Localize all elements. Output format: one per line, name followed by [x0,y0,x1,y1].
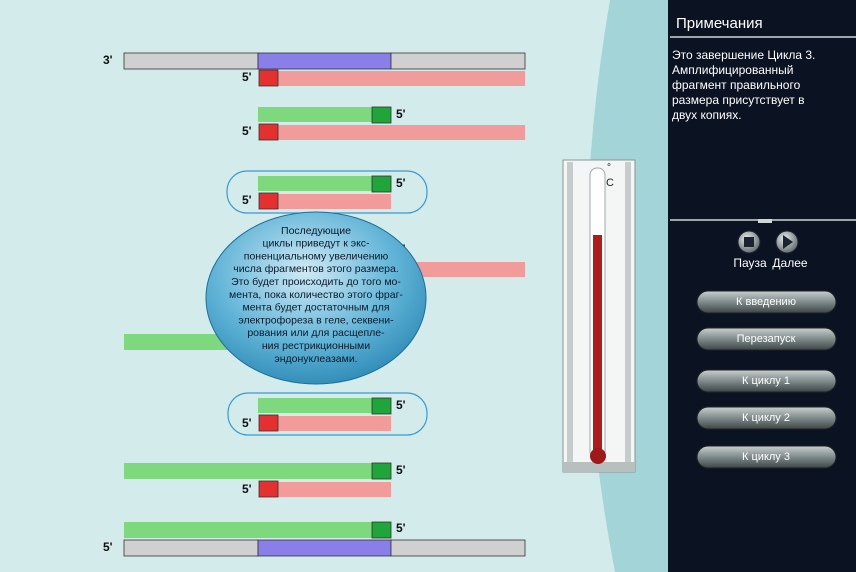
prime-label: 5' [396,107,406,121]
callout-line: ния рестрикционными [262,340,370,352]
nav-button[interactable]: К циклу 2 [696,406,837,430]
notes: Примечания Это завершение Цикла 3.Амплиф… [670,15,856,223]
nav-button[interactable]: К введению [696,290,837,314]
notes-title: Примечания [676,15,763,32]
notes-line: размера присутствует в [672,93,805,107]
prime-label: 5' [396,521,406,535]
next-control[interactable]: Далее [772,230,808,270]
callout-line: рования или для расщепле- [247,327,385,339]
notes-line: Амплифицированный [672,63,793,77]
side-panel [668,0,856,572]
strand-labels: 3' 5' 5' 5' 5' 5' 5' 5' 5' 5' 5' 5' 5' [103,53,406,554]
next-label[interactable]: Далее [772,256,807,270]
degree-sign: ° [607,163,611,174]
callout-line: электрофореза в геле, секвени- [238,314,394,326]
prime-label: 5' [396,176,406,190]
nav-button[interactable]: Перезапуск [696,327,837,351]
notes-line: фрагмент правильного [672,78,801,92]
notes-line: двух копиях. [672,108,742,122]
nav-button[interactable]: К циклу 3 [696,445,837,469]
callout-line: Это будет происходить до того мо- [231,276,401,288]
notes-line: Это завершение Цикла 3. [672,48,815,62]
temperature-unit: C [606,177,614,189]
callout-line: поненциальному увеличению [244,250,389,262]
button-body[interactable] [696,327,837,351]
callout-line: мента будет достаточным для [242,302,389,314]
callout-line: циклы приведут к экс- [262,238,370,250]
callout-line: Последующие [281,225,351,237]
button-label[interactable]: Перезапуск [737,333,796,345]
callout-line: эндонуклеазами. [274,353,357,365]
nav-button[interactable]: К циклу 1 [696,369,837,393]
button-body[interactable] [696,369,837,393]
pause-control[interactable]: Пауза [733,230,767,270]
button-label[interactable]: К циклу 3 [742,451,790,463]
button-label[interactable]: К введению [736,296,796,308]
button-label[interactable]: К циклу 2 [742,412,790,424]
button-body[interactable] [696,290,837,314]
prime-label: 5' [396,463,406,477]
callout-line: числа фрагментов этого размера. [233,263,399,275]
prime-label: 5' [396,398,406,412]
button-body[interactable] [696,445,837,469]
thermometer: ° C [562,159,636,473]
button-body[interactable] [696,406,837,430]
prime-label: 5' [242,124,252,138]
prime-label: 5' [242,70,252,84]
strands [123,52,526,557]
pause-label[interactable]: Пауза [733,256,767,270]
prime-label: 3' [103,53,113,67]
prime-label: 5' [242,193,252,207]
prime-label: 5' [242,416,252,430]
prime-label: 5' [103,540,113,554]
callout-line: мента, пока количество этого фраг- [229,289,403,301]
button-label[interactable]: К циклу 1 [742,375,790,387]
prime-label: 5' [242,482,252,496]
